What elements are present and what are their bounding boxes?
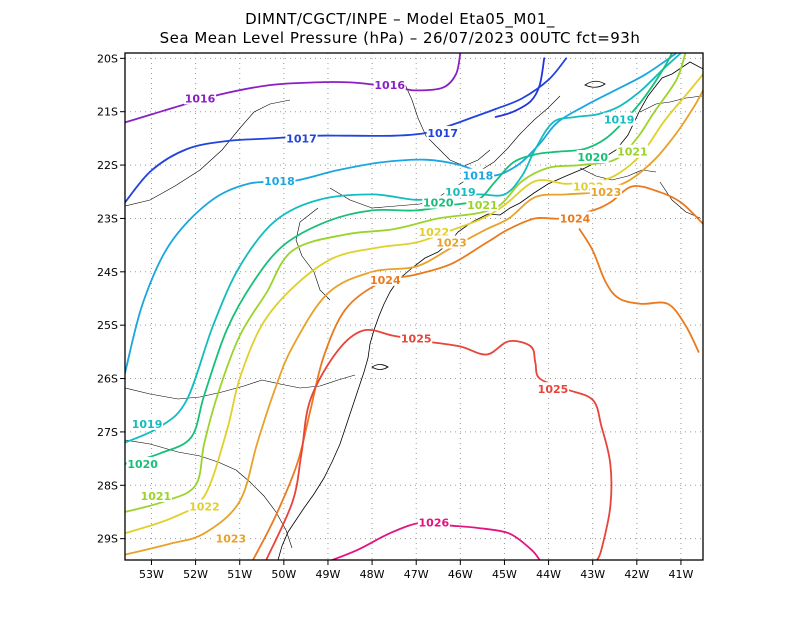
isobar-label-bg-1018-3-1 <box>461 168 494 182</box>
isobar-label-1024-9-1: 1024 <box>560 212 591 225</box>
isobar-label-1016-1-0: 1016 <box>185 92 216 105</box>
state-border-1 <box>125 374 356 400</box>
y-tick-label-5: 25S <box>97 319 118 332</box>
y-tick-label-6: 26S <box>97 373 118 386</box>
isobar-label-bg-1025-11-0 <box>400 331 433 345</box>
y-axis: 20S 21S 22S 23S 24S 25S 26S 27S 28S 29S <box>97 52 125 546</box>
x-tick-label-10: 43W <box>580 568 605 581</box>
isobar-label-1026-12-0: 1026 <box>419 517 450 530</box>
x-tick-label-4: 49W <box>316 568 341 581</box>
isobar-label-bg-1024-9-1 <box>559 211 592 225</box>
isobar-label-1020-5-2: 1020 <box>577 151 608 164</box>
y-tick-label-0: 20S <box>97 52 118 65</box>
isobar-1020-5 <box>125 53 673 465</box>
isobar-label-bg-1021-6-0 <box>139 488 172 502</box>
isobar-label-bg-1019-4-0 <box>131 416 164 430</box>
isobar-label-bg-1026-12-0 <box>417 515 450 529</box>
x-tick-label-3: 50W <box>271 568 296 581</box>
x-tick-label-1: 52W <box>183 568 208 581</box>
state-border-9 <box>639 95 703 113</box>
isobar-label-1016-1-1: 1016 <box>374 79 405 92</box>
x-tick-label-6: 47W <box>404 568 429 581</box>
y-tick-label-2: 22S <box>97 159 118 172</box>
y-tick-label-8: 28S <box>97 479 118 492</box>
isobar-lines <box>125 53 703 560</box>
isobar-1019-4 <box>125 53 682 444</box>
x-tick-label-5: 48W <box>360 568 385 581</box>
isobar-1021-6 <box>125 53 687 513</box>
isobar-label-1020-5-0: 1020 <box>127 458 158 471</box>
state-border-3 <box>295 207 331 301</box>
isobar-1017-2 <box>125 57 568 204</box>
isobar-1018-3 <box>125 53 678 375</box>
chart-subtitle: Sea Mean Level Pressure (hPa) – 26/07/20… <box>160 29 641 47</box>
isobar-label-bg-1019-4-1 <box>444 184 477 198</box>
lake-outline <box>584 80 606 88</box>
state-border-2 <box>125 439 293 549</box>
isobar-label-1018-3-0: 1018 <box>264 175 295 188</box>
isobar-label-bg-1020-5-1 <box>422 195 455 209</box>
state-border-4 <box>125 99 291 207</box>
isobar-label-1018-3-1: 1018 <box>463 170 494 183</box>
y-tick-label-7: 27S <box>97 426 118 439</box>
isobar-label-1019-4-2: 1019 <box>604 114 635 127</box>
isobar-label-1024-9-0: 1024 <box>370 274 401 287</box>
isobar-label-1021-6-1: 1021 <box>467 199 498 212</box>
isobar-label-1025-11-1: 1025 <box>538 383 569 396</box>
isobar-label-bg-1017-2-1 <box>426 126 459 140</box>
state-border-6 <box>403 81 491 167</box>
state-border-8 <box>659 181 701 219</box>
map-outline <box>125 61 703 560</box>
y-tick-label-9: 29S <box>97 533 118 546</box>
plot-frame <box>124 52 704 561</box>
x-tick-label-8: 45W <box>492 568 517 581</box>
isobar-label-bg-1023-8-1 <box>435 235 468 249</box>
isobar-label-bg-1023-8-2 <box>589 184 622 198</box>
x-tick-label-9: 44W <box>536 568 561 581</box>
y-tick-label-4: 24S <box>97 266 118 279</box>
isobar-1024-9 <box>252 185 703 560</box>
isobar-label-1023-8-2: 1023 <box>591 186 622 199</box>
x-tick-label-0: 53W <box>139 568 164 581</box>
chart-title: DIMNT/CGCT/INPE – Model Eta05_M01_ <box>245 10 555 29</box>
y-tick-label-3: 23S <box>97 212 118 225</box>
y-tick-label-1: 21S <box>97 106 118 119</box>
x-tick-label-7: 46W <box>448 568 473 581</box>
x-tick-label-2: 51W <box>227 568 252 581</box>
isobar-label-1022-7-0: 1022 <box>189 501 220 514</box>
isobar-label-bg-1016-1-1 <box>373 78 406 92</box>
isobar-label-bg-1022-7-1 <box>417 224 450 238</box>
x-tick-label-12: 41W <box>669 568 694 581</box>
x-axis: 53W 52W 51W 50W 49W 48W 47W 46W 45W 44W 43W 42W 41W <box>139 560 693 581</box>
isobar-label-1021-6-2: 1021 <box>617 146 648 159</box>
island <box>371 364 389 370</box>
isobar-label-bg-1017-2-0 <box>285 131 318 145</box>
isobar-label-bg-1019-4-2 <box>603 112 636 126</box>
isobar-label-1019-4-0: 1019 <box>132 418 163 431</box>
isobar-label-1017-2-1: 1017 <box>427 127 458 140</box>
x-tick-label-11: 42W <box>624 568 649 581</box>
isobar-label-bg-1023-8-0 <box>214 531 247 545</box>
isobar-1015-0 <box>494 57 546 118</box>
isobar-label-1017-2-0: 1017 <box>286 132 317 145</box>
isobar-label-bg-1018-3-0 <box>263 174 296 188</box>
isobar-label-bg-1021-6-1 <box>466 198 499 212</box>
coastline <box>277 61 703 560</box>
isobar-label-bg-1016-1-0 <box>184 91 217 105</box>
isobar-1024-10 <box>578 228 700 353</box>
isobar-label-1025-11-0: 1025 <box>401 333 432 346</box>
isobar-label-bg-1020-5-0 <box>126 456 159 470</box>
isobar-label-bg-1022-7-0 <box>188 499 221 513</box>
isobar-label-1023-8-0: 1023 <box>216 533 247 546</box>
isobar-label-bg-1025-11-1 <box>536 382 569 396</box>
isobar-label-1023-8-1: 1023 <box>436 236 467 249</box>
isobar-label-bg-1020-5-2 <box>576 150 609 164</box>
isobar-label-bg-1021-6-2 <box>616 144 649 158</box>
isobar-label-1021-6-0: 1021 <box>141 490 172 503</box>
isobar-1025-11 <box>265 328 613 560</box>
isobar-label-1020-5-1: 1020 <box>423 196 454 209</box>
isobar-label-bg-1024-9-0 <box>369 272 402 286</box>
